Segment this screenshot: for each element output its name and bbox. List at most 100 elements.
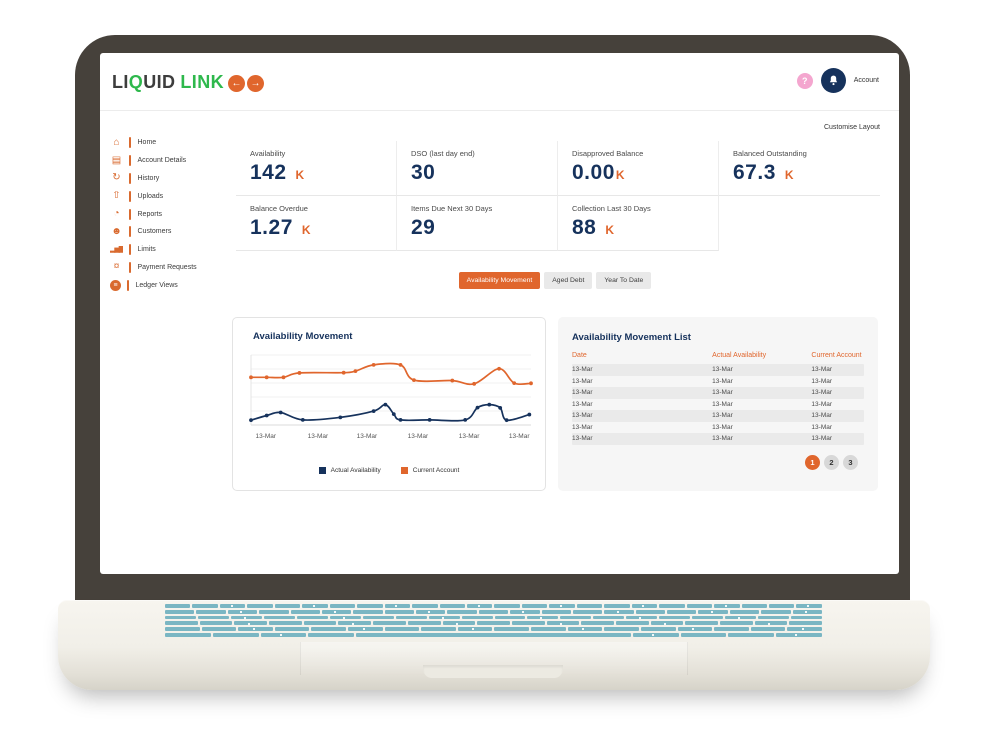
data-point xyxy=(249,375,253,380)
table-cell: 13-Mar xyxy=(712,400,733,408)
spacebar-key xyxy=(356,633,631,637)
column-header[interactable]: Current Account xyxy=(811,352,862,359)
sidebar-divider xyxy=(129,190,131,202)
data-point xyxy=(383,402,388,407)
sidebar-item-ledger-views[interactable]: ≡ Ledger Views xyxy=(110,276,235,294)
nav-forward-button[interactable]: → xyxy=(247,75,264,92)
keyboard-key xyxy=(421,627,456,632)
column-header[interactable]: Date xyxy=(572,352,587,359)
help-button[interactable]: ? xyxy=(796,72,813,89)
sidebar-item-history[interactable]: ↻ History xyxy=(110,170,235,188)
ledger-views-icon: ≡ xyxy=(110,279,121,291)
sidebar-item-limits[interactable]: ▂▅▇ Limits xyxy=(110,241,235,259)
data-point xyxy=(264,413,269,418)
tab-year-to-date[interactable]: Year To Date xyxy=(596,272,652,289)
kpi-unit: K xyxy=(295,168,305,182)
keyboard-key xyxy=(698,609,728,614)
keyboard-key xyxy=(631,604,658,608)
legend-item: Current Account xyxy=(400,467,459,474)
x-tick-label: 13-Mar xyxy=(308,433,329,440)
data-point xyxy=(472,381,477,386)
kpi-value: 88 xyxy=(572,216,597,239)
nav-buttons: ← → xyxy=(228,75,264,92)
kpi-card: DSO (last day end) 30 xyxy=(397,141,558,196)
kpi-label: DSO (last day end) xyxy=(411,149,475,158)
line-chart-svg: 13-Mar 13-Mar 13-Mar 13-Mar 13-Mar 13-Mar xyxy=(249,354,533,440)
notifications-button[interactable] xyxy=(820,68,846,93)
view-tabs: Availability Movement Aged Debt Year To Da… xyxy=(232,272,878,289)
keyboard-key xyxy=(338,621,372,626)
keyboard-key xyxy=(692,615,724,620)
keyboard-key xyxy=(714,627,749,632)
table-cell: 13-Mar xyxy=(572,366,593,374)
laptop-screen: LIQUID LINK ← → ? Account xyxy=(100,53,899,574)
app-logo: LIQUID LINK xyxy=(112,72,225,92)
page-button-3[interactable]: 3 xyxy=(843,454,858,470)
keyboard-key xyxy=(640,627,676,632)
keyboard-key xyxy=(212,633,259,637)
keyboard-row xyxy=(165,621,823,626)
sidebar-item-customers[interactable]: ☻ Customers xyxy=(110,223,235,241)
keyboard-key xyxy=(659,604,685,608)
tab-availability-movement[interactable]: Availability Movement xyxy=(458,272,541,289)
keyboard-key xyxy=(165,621,198,626)
kpi-card: Collection Last 30 Days 88 K xyxy=(558,196,719,251)
keyboard-key xyxy=(792,609,822,614)
keyboard-key xyxy=(604,604,630,608)
nav-back-button[interactable]: ← xyxy=(228,75,245,92)
keyboard-row xyxy=(165,604,822,608)
legend-label: Actual Availability xyxy=(330,467,381,474)
sidebar-item-uploads[interactable]: ⇧ Uploads xyxy=(110,187,235,205)
column-header[interactable]: Actual Availability xyxy=(712,352,767,359)
table-body: 13-Mar 13-Mar 13-Mar 13-Mar 13-Mar 13-Mar 13-M… xyxy=(572,364,864,445)
keyboard-key xyxy=(296,615,328,620)
sidebar-item-reports[interactable]: ◔ Reports xyxy=(110,205,235,223)
tab-aged-debt[interactable]: Aged Debt xyxy=(544,272,593,289)
keyboard-row xyxy=(165,609,822,614)
customise-layout-link[interactable]: Customise Layout xyxy=(823,124,880,131)
keyboard-key xyxy=(384,627,420,632)
data-point xyxy=(475,405,480,410)
keyboard-key xyxy=(219,604,246,608)
keyboard-key xyxy=(442,621,476,626)
kpi-card: Balance Overdue 1.27 K xyxy=(236,196,397,251)
page-button-1[interactable]: 1 xyxy=(805,454,820,470)
page-button-2[interactable]: 2 xyxy=(824,454,839,470)
account-label[interactable]: Account xyxy=(853,77,879,84)
table-title: Availability Movement List xyxy=(572,332,691,343)
sidebar-divider xyxy=(129,137,131,149)
keyboard-key xyxy=(234,621,268,626)
keyboard-key xyxy=(478,609,509,614)
keyboard-key xyxy=(274,627,310,632)
sidebar-item-label: Home xyxy=(137,139,157,147)
keyboard-key xyxy=(677,627,713,632)
sidebar-divider xyxy=(129,244,131,256)
keyboard-key xyxy=(165,609,195,614)
data-point xyxy=(463,418,468,422)
kpi-grid: Availability 142 K DSO (last day end) 30 Disa… xyxy=(236,141,880,251)
sidebar-divider xyxy=(129,208,131,220)
data-point xyxy=(497,366,501,371)
keyboard-key xyxy=(165,615,196,620)
sidebar-item-home[interactable]: ⌂ Home xyxy=(110,134,235,152)
data-point xyxy=(353,369,358,373)
keyboard-key xyxy=(165,633,211,637)
keyboard-key xyxy=(439,604,465,608)
kpi-label: Balance Overdue xyxy=(250,204,308,213)
keyboard-key xyxy=(230,615,262,620)
keyboard-key xyxy=(303,621,337,626)
keyboard-key xyxy=(659,615,691,620)
sidebar-item-label: History xyxy=(137,174,160,182)
kpi-value: 67.3 xyxy=(733,161,776,184)
data-point xyxy=(300,418,305,422)
sidebar-item-payment-requests[interactable]: ¤ Payment Requests xyxy=(110,259,235,277)
keyboard-key xyxy=(348,627,383,632)
sidebar-item-account-details[interactable]: ▤ Account Details xyxy=(110,152,235,170)
chart-title: Availability Movement xyxy=(253,331,353,342)
sidebar-item-label: Uploads xyxy=(137,192,164,200)
sidebar-item-label: Customers xyxy=(137,228,172,236)
keyboard xyxy=(165,604,823,637)
table-cell: 13-Mar xyxy=(712,366,733,374)
table-row: 13-Mar 13-Mar 13-Mar xyxy=(572,410,864,422)
keyboard-key xyxy=(290,609,320,614)
